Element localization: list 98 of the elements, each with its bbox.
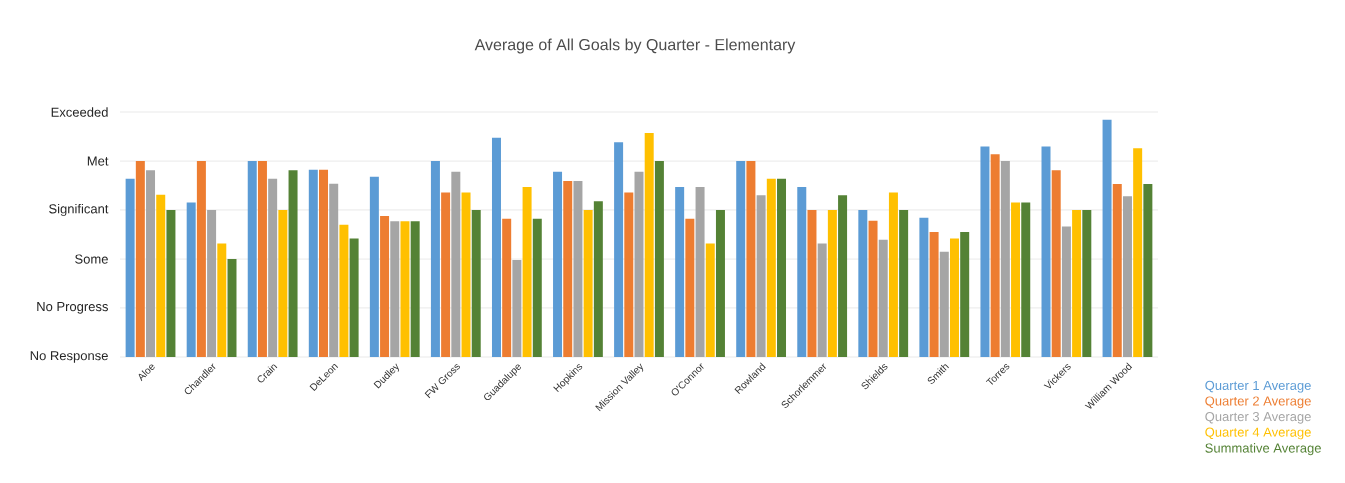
bar	[400, 221, 410, 357]
bar	[838, 195, 848, 357]
ref-line-label: Some	[75, 254, 108, 264]
bar	[1112, 184, 1122, 357]
bar	[268, 178, 278, 357]
bar	[308, 169, 318, 357]
bar	[695, 186, 705, 357]
bar	[278, 209, 288, 357]
bar	[685, 218, 695, 357]
bar	[369, 176, 379, 357]
bar	[125, 178, 135, 357]
bar	[899, 209, 909, 357]
bar	[1122, 196, 1132, 357]
bar	[522, 186, 532, 357]
text: Quarter 2 Average	[1205, 396, 1311, 409]
bar	[146, 170, 156, 357]
bar	[380, 215, 390, 357]
bar	[980, 146, 990, 357]
bar	[1011, 202, 1021, 357]
bar	[491, 137, 501, 357]
bar	[990, 154, 1000, 357]
bar	[878, 239, 888, 357]
bar	[553, 171, 563, 357]
bar	[186, 202, 196, 357]
bar	[675, 186, 685, 357]
bar	[329, 183, 339, 357]
bar	[1082, 209, 1092, 357]
bar	[441, 192, 451, 357]
bar	[217, 243, 227, 357]
bar	[624, 192, 634, 357]
bar	[654, 161, 664, 357]
bar	[390, 221, 400, 357]
bar	[349, 238, 359, 357]
bar	[563, 181, 573, 357]
bar	[430, 161, 440, 357]
bar	[1072, 209, 1082, 357]
bar	[1133, 148, 1143, 357]
bar	[756, 195, 766, 357]
bar	[451, 171, 461, 357]
bar	[1021, 202, 1031, 357]
chart-title: Average of All Goals by Quarter - Elementary	[474, 38, 796, 54]
text: Quarter 3 Average	[1205, 411, 1311, 424]
bar	[512, 260, 522, 357]
bar	[614, 142, 624, 357]
bar	[827, 209, 837, 357]
bar	[868, 220, 878, 357]
bar	[1041, 146, 1051, 357]
ref-line-label: Met	[87, 156, 109, 166]
bar	[736, 161, 746, 357]
ref-line-label: Exceeded	[51, 107, 108, 117]
bar	[919, 217, 929, 357]
bar	[207, 209, 217, 357]
bar	[532, 218, 542, 357]
bar	[929, 232, 939, 357]
text: Quarter 4 Average	[1205, 427, 1311, 440]
bar	[410, 221, 420, 357]
bar	[1000, 161, 1010, 357]
ref-line-label: Significant	[49, 203, 109, 217]
bar	[715, 209, 725, 357]
x-tick-label: Aloe	[138, 364, 155, 382]
bar	[1051, 170, 1061, 357]
bar	[135, 161, 145, 357]
bar	[858, 209, 868, 357]
bar	[319, 169, 329, 357]
bar	[1143, 184, 1153, 357]
bar	[502, 218, 512, 357]
bar	[766, 178, 776, 357]
bar	[247, 161, 257, 357]
text: Quarter 1 Average	[1205, 380, 1311, 393]
bar	[807, 209, 817, 357]
bar	[888, 192, 898, 357]
bar	[1102, 119, 1112, 357]
bar	[634, 171, 644, 357]
bar	[960, 232, 970, 357]
bar	[339, 224, 349, 357]
bar	[817, 243, 827, 357]
bar	[471, 209, 481, 357]
bar	[257, 161, 267, 357]
bar	[949, 238, 959, 357]
bar	[156, 194, 166, 357]
bar	[797, 186, 807, 357]
bar	[644, 133, 654, 357]
ref-line-label: No Progress	[37, 302, 108, 314]
bar	[939, 251, 949, 357]
bar	[583, 209, 593, 357]
text: Summative Average	[1205, 443, 1321, 456]
bar	[705, 243, 715, 357]
bar	[227, 259, 237, 357]
bar	[166, 209, 176, 357]
bar	[593, 201, 603, 357]
bar	[777, 178, 787, 357]
bar	[288, 170, 298, 357]
bar	[196, 161, 206, 357]
bar	[461, 192, 471, 357]
bar	[746, 161, 756, 357]
bar	[573, 181, 583, 357]
ref-line-label: No Response	[30, 351, 108, 363]
bar	[1061, 226, 1071, 357]
